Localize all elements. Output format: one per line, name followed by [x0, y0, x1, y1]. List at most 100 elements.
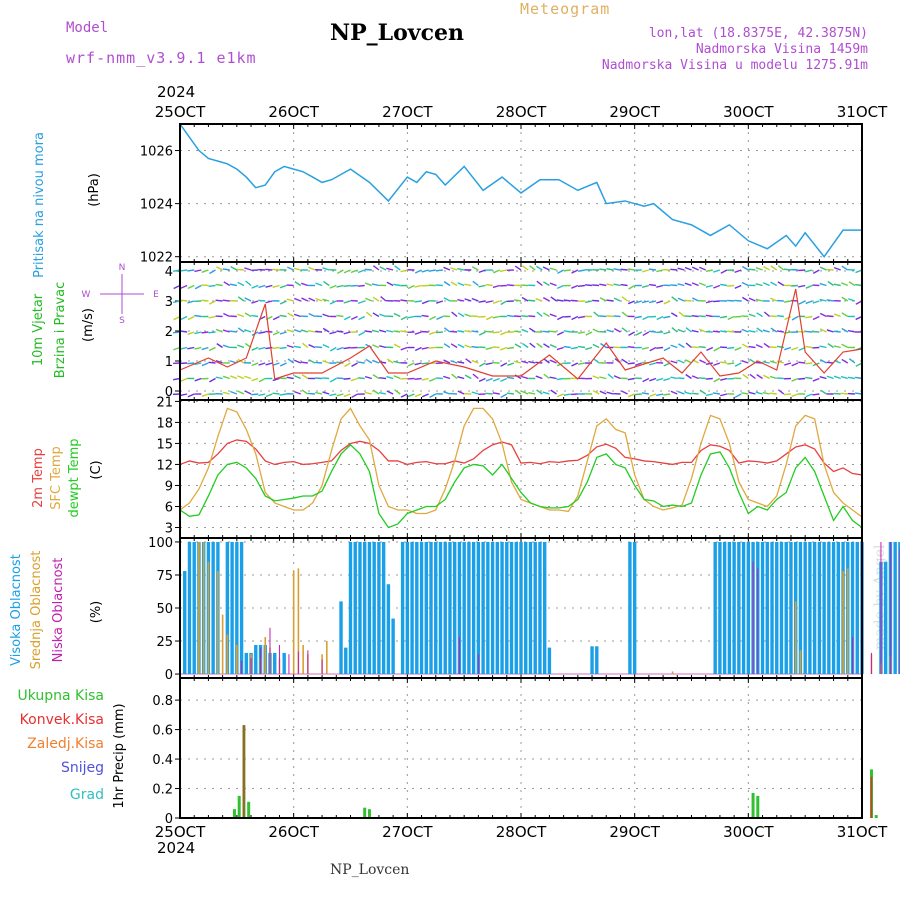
wind-arrow	[755, 267, 763, 271]
mid-cloud-bar	[236, 644, 238, 675]
wind-arrow	[506, 346, 514, 350]
high-cloud-bar	[405, 541, 410, 675]
high-cloud-bar	[732, 541, 736, 675]
wind-arrow	[748, 313, 756, 318]
wind-arrow	[570, 299, 578, 302]
wind-arrow	[727, 315, 735, 321]
wind-arrow	[180, 315, 188, 321]
high-cloud-bar	[358, 541, 362, 675]
wind-arrow	[414, 346, 422, 352]
wind-arrow	[414, 393, 422, 398]
wind-arrow	[699, 359, 707, 364]
wind-arrow	[677, 328, 685, 333]
wind-arrow	[443, 327, 451, 333]
wind-arrow	[599, 283, 607, 287]
wind-arrow	[805, 345, 813, 349]
wind-arrow	[180, 346, 188, 350]
wind-arrow	[208, 300, 216, 305]
wind-arrow	[543, 373, 550, 380]
wind-arrow	[769, 346, 777, 349]
wind-arrow	[826, 329, 834, 333]
wind-arrow	[535, 375, 543, 380]
year-label-top: 2024	[157, 83, 195, 101]
wind-arrow	[698, 345, 706, 349]
wind-arrow	[492, 392, 500, 395]
wind-arrow	[450, 267, 458, 271]
wind-arrow	[677, 359, 685, 364]
wind-arrow	[713, 284, 721, 289]
wind-arrow	[421, 269, 429, 273]
mid-cloud-bar	[207, 561, 210, 675]
temp-unit: (C)	[89, 460, 104, 479]
wind-arrow	[648, 330, 657, 333]
wind-axis-titles: 10m Vjetar Brzina i Pravac (m/s) N W E S	[31, 263, 159, 378]
wind-arrow	[549, 330, 557, 333]
wind-arrow	[315, 297, 323, 302]
wind-arrow	[457, 343, 465, 349]
wind-arrow	[294, 359, 302, 364]
wind-arrow	[222, 344, 230, 349]
wind-arrow	[394, 389, 401, 395]
y-tick-label: 15	[156, 437, 173, 452]
wind-arrow	[663, 346, 671, 352]
wind-arrow	[329, 393, 337, 397]
wind-arrow	[279, 314, 287, 318]
wind-arrow	[485, 300, 493, 304]
wind-arrow	[621, 327, 628, 333]
wind-arrow	[258, 299, 266, 302]
wind-arrow	[209, 269, 216, 275]
time-axis-bottom: 2024	[157, 839, 195, 857]
wind-arrow	[549, 282, 557, 287]
wind-arrow	[180, 330, 188, 333]
wind-arrow	[727, 330, 735, 333]
wind-arrow	[670, 376, 678, 380]
wind-arrow	[357, 361, 365, 364]
wind-arrow	[386, 375, 394, 380]
wind-arrow	[365, 282, 373, 287]
high-cloud-bar	[822, 541, 826, 675]
wind-arrow	[279, 331, 287, 335]
time-label-top: 29OCT	[609, 103, 660, 121]
time-label-top: 28OCT	[496, 103, 547, 121]
wind-arrow	[656, 269, 664, 273]
wind-arrow	[536, 265, 543, 271]
wind-arrow	[741, 265, 749, 271]
wind-arrow	[762, 391, 770, 395]
wind-arrow	[215, 376, 223, 380]
wind-arrow	[777, 389, 785, 395]
wind-arrow	[478, 331, 486, 336]
mid-cloud-bar	[671, 671, 674, 675]
wind-arrow	[649, 377, 657, 382]
y-tick-label: 50	[156, 602, 173, 617]
wind-arrow	[720, 393, 728, 397]
wind-arrow	[841, 312, 849, 318]
wind-arrow	[556, 393, 564, 398]
wind-arrow	[627, 362, 635, 365]
y-tick-label: 6	[165, 500, 173, 515]
conv-precip-bar	[870, 776, 873, 818]
wind-arrow	[671, 327, 678, 333]
wind-arrow	[506, 284, 514, 287]
wind-arrow	[429, 393, 437, 399]
precip-legend-total: Ukupna Kisa	[17, 688, 104, 704]
wind-arrow	[577, 362, 586, 365]
total-precip-bar	[874, 815, 878, 818]
wind-arrow	[542, 330, 550, 333]
high-cloud-bar	[462, 541, 466, 675]
wind-arrow	[841, 358, 849, 364]
wind-arrow	[841, 343, 849, 349]
wind-arrow	[407, 315, 415, 319]
wind-arrow	[386, 390, 394, 395]
wind-arrow	[222, 299, 230, 302]
wind-arrow	[407, 393, 415, 398]
wind-arrow	[201, 346, 209, 351]
high-cloud-bar	[812, 541, 817, 675]
wind-arrow	[670, 390, 678, 395]
wind-arrow	[763, 374, 770, 380]
y-tick-label: 12	[156, 458, 173, 473]
wind-arrow	[698, 377, 706, 380]
lonlat-label: lon,lat (18.8375E, 42.3875N)	[648, 26, 868, 41]
wind-arrow	[251, 362, 259, 367]
wind-arrow	[322, 360, 330, 364]
wind-arrow	[329, 331, 337, 335]
